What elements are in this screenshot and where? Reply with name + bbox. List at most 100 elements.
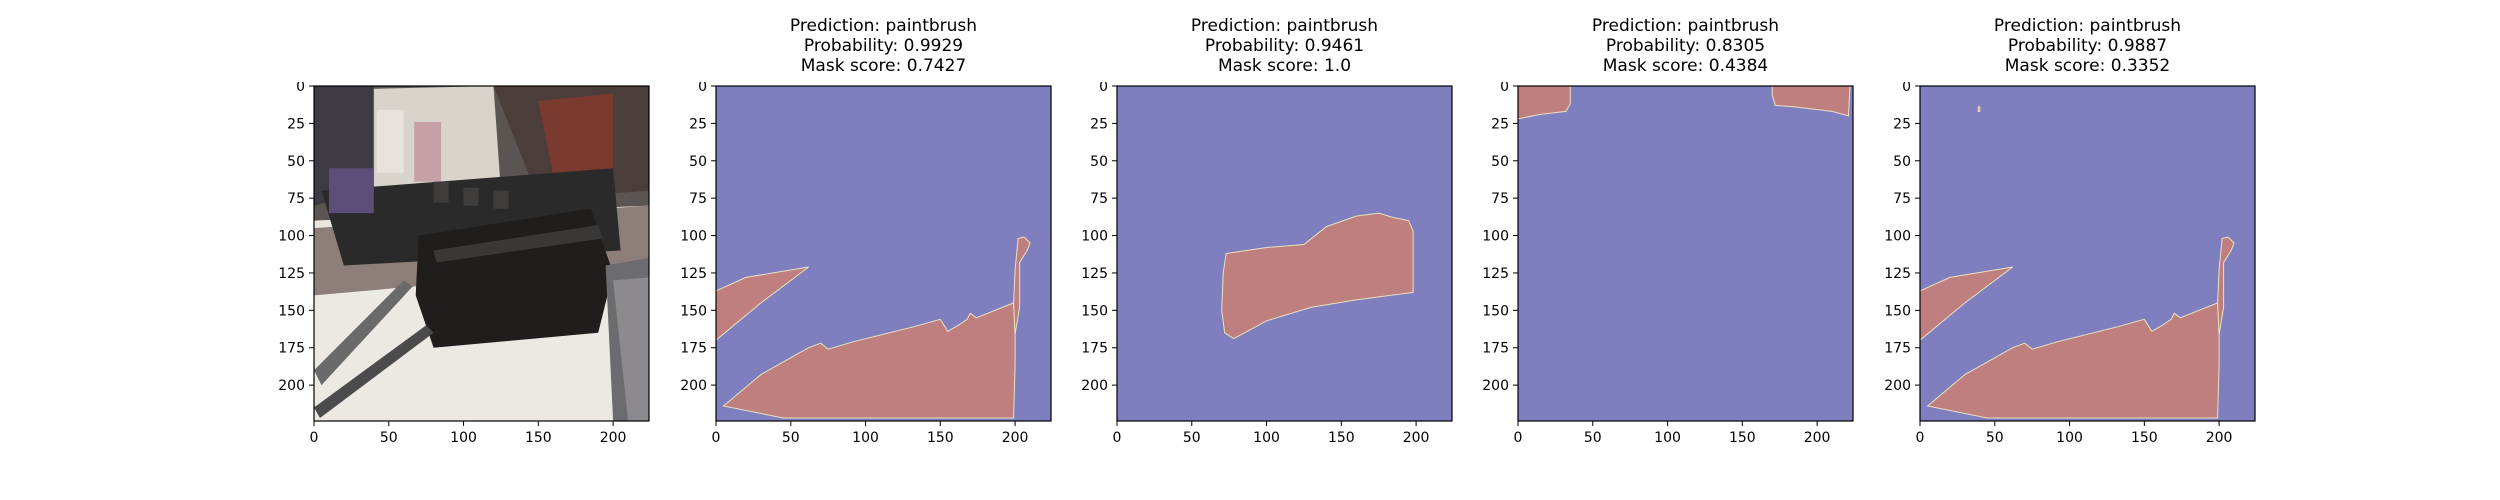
axes-frame (1116, 85, 1453, 422)
x-tick-label: 0 (1113, 430, 1122, 446)
mask-plot-4: 0 50 100 150 200 0 25 50 75 100 125 150 175 200 (1884, 82, 2256, 446)
y-tick-label: 0 (1099, 82, 1108, 95)
photo-shape (376, 109, 404, 173)
y-tick-label: 200 (680, 378, 707, 394)
panel-mask-1: Prediction: paintbrush Probability: 0.99… (668, 16, 1065, 455)
mask-region (722, 302, 1016, 419)
x-tick-label: 100 (450, 430, 477, 446)
mask-region (2217, 236, 2235, 335)
plot-area (1518, 86, 1853, 421)
mask-region (1771, 86, 1851, 117)
title-mask-score: Mask score: 0.7427 (800, 56, 967, 76)
panel-title: Prediction: paintbrush Probability: 0.94… (1117, 16, 1452, 76)
mask-region (1221, 212, 1414, 340)
y-tick-label: 25 (287, 116, 305, 132)
y-tick-label: 125 (278, 266, 305, 282)
panel-title: Prediction: paintbrush Probability: 0.99… (716, 16, 1051, 76)
photo-shape (433, 225, 603, 263)
y-tick-label: 0 (1902, 82, 1911, 95)
x-tick-label: 100 (1654, 430, 1681, 446)
y-tick-label: 75 (1491, 191, 1509, 207)
panel-title: Prediction: paintbrush Probability: 0.98… (1920, 16, 2255, 76)
photo-shape (433, 181, 449, 203)
y-tick-label: 100 (278, 229, 305, 245)
panel-mask-2: Prediction: paintbrush Probability: 0.94… (1069, 16, 1466, 455)
x-tick-label: 100 (852, 430, 879, 446)
y-tick-label: 75 (287, 191, 305, 207)
y-tick-label: 125 (680, 266, 707, 282)
photo-shape (613, 277, 649, 421)
x-tick-label: 50 (782, 430, 800, 446)
x-tick-label: 200 (2206, 430, 2233, 446)
x-tick-label: 150 (525, 430, 552, 446)
y-tick-label: 50 (1090, 154, 1108, 170)
axes-frame (1517, 85, 1854, 422)
y-tick-label: 150 (1482, 303, 1509, 319)
x-tick-label: 100 (1253, 430, 1280, 446)
mask-region (1926, 302, 2220, 419)
photo-shape (314, 280, 413, 386)
title-probability: Probability: 0.9887 (2007, 36, 2168, 56)
y-tick-label: 0 (1500, 82, 1509, 95)
y-tick-label: 175 (680, 341, 707, 357)
y-tick-label: 125 (1884, 266, 1911, 282)
panel-input-image: 0 50 100 150 200 0 25 50 75 100 125 150 175 200 (266, 82, 663, 455)
x-tick-label: 0 (1916, 430, 1925, 446)
input-image-plot: 0 50 100 150 200 0 25 50 75 100 125 150 175 200 (278, 82, 650, 446)
y-tick-label: 100 (680, 229, 707, 245)
photo-shape (328, 168, 374, 214)
photo-shape (463, 187, 479, 206)
mask-region (1920, 266, 2014, 341)
plot-area (1920, 86, 2255, 421)
title-probability: Probability: 0.8305 (1605, 36, 1766, 56)
photo-shape (538, 93, 614, 176)
y-tick-label: 50 (1893, 154, 1911, 170)
axes: 0 50 100 150 200 0 25 50 75 100 125 150 175 200 (278, 82, 650, 446)
y-tick-label: 100 (1081, 229, 1108, 245)
x-tick-label: 200 (600, 430, 627, 446)
y-tick-label: 175 (1081, 341, 1108, 357)
y-tick-label: 75 (1893, 191, 1911, 207)
x-tick-label: 150 (1328, 430, 1355, 446)
x-tick-label: 100 (2056, 430, 2083, 446)
y-tick-label: 0 (698, 82, 707, 95)
photo-shape (493, 190, 509, 209)
y-tick-label: 75 (1090, 191, 1108, 207)
y-tick-label: 175 (1884, 341, 1911, 357)
axes-frame (313, 85, 650, 422)
plot-area (1117, 86, 1452, 421)
title-prediction: Prediction: paintbrush (1591, 16, 1780, 36)
title-prediction: Prediction: paintbrush (1993, 16, 2182, 36)
panel-mask-4: Prediction: paintbrush Probability: 0.98… (1872, 16, 2269, 455)
mask-region (1518, 86, 1571, 120)
y-tick-label: 125 (1482, 266, 1509, 282)
y-tick-label: 50 (287, 154, 305, 170)
axes-frame (1919, 85, 2256, 422)
x-tick-label: 50 (1183, 430, 1201, 446)
photo-shape (414, 121, 442, 182)
y-tick-label: 25 (1090, 116, 1108, 132)
y-tick-label: 0 (296, 82, 305, 95)
mask-background (1518, 86, 1853, 421)
title-mask-score: Mask score: 1.0 (1217, 56, 1352, 76)
title-mask-score: Mask score: 0.4384 (1602, 56, 1769, 76)
title-mask-score: Mask score: 0.3352 (2004, 56, 2171, 76)
y-tick-label: 200 (278, 378, 305, 394)
y-tick-label: 200 (1482, 378, 1509, 394)
y-tick-label: 200 (1884, 378, 1911, 394)
y-tick-label: 150 (1081, 303, 1108, 319)
title-probability: Probability: 0.9929 (803, 36, 964, 56)
y-tick-label: 150 (680, 303, 707, 319)
axes: 0 50 100 150 200 0 25 50 75 100 125 150 175 200 (1884, 82, 2256, 446)
photo-shape (314, 325, 434, 418)
y-tick-label: 100 (1482, 229, 1509, 245)
axes: 0 50 100 150 200 0 25 50 75 100 125 150 175 200 (1482, 82, 1854, 446)
title-probability: Probability: 0.9461 (1204, 36, 1365, 56)
y-tick-label: 125 (1081, 266, 1108, 282)
x-tick-label: 150 (1729, 430, 1756, 446)
title-prediction: Prediction: paintbrush (1190, 16, 1379, 36)
x-tick-label: 0 (1514, 430, 1523, 446)
y-tick-label: 25 (689, 116, 707, 132)
y-tick-label: 50 (689, 154, 707, 170)
